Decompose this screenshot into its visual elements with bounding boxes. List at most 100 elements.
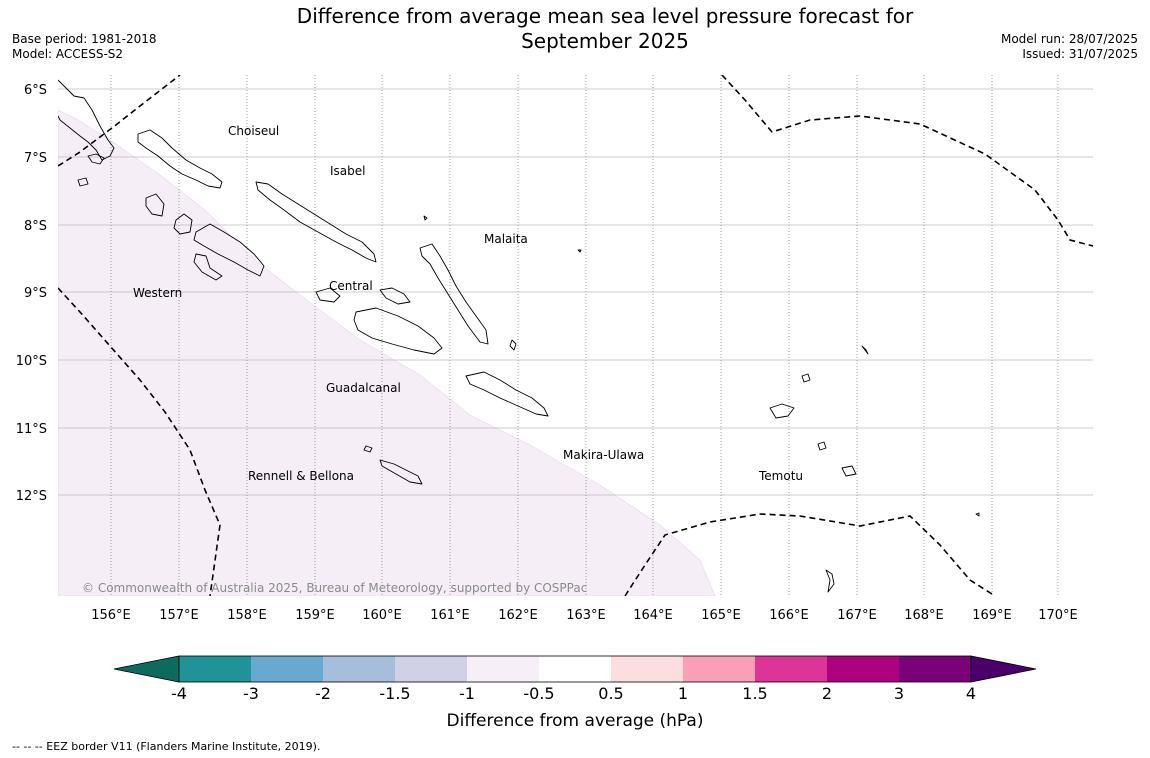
lon-label-167: 167°E: [837, 608, 877, 623]
issued-date: Issued: 31/07/2025: [1022, 47, 1138, 61]
colorbar-segment: [539, 656, 611, 682]
new-georgia-island: [193, 223, 265, 277]
label-western: Western: [133, 286, 182, 300]
title-line-1: Difference from average mean sea level p…: [296, 4, 914, 28]
anomaly-region: [58, 109, 716, 596]
model-name: Model: ACCESS-S2: [12, 47, 124, 61]
anuta-island: [825, 569, 835, 593]
kolombangara-island: [173, 213, 193, 235]
malaita-island: [419, 243, 489, 345]
vella-lavella-island: [145, 193, 165, 217]
lat-label-12: 12°S: [16, 489, 47, 504]
lon-label-169: 169°E: [972, 608, 1012, 623]
label-isabel: Isabel: [330, 164, 365, 178]
lat-gridlines: [58, 88, 1093, 496]
florida-islands: [315, 287, 341, 303]
colorbar-segment: [755, 656, 827, 682]
reef-islands: [801, 373, 811, 383]
russell-islands: [379, 287, 411, 305]
colorbar-tick-label: -1: [459, 684, 475, 703]
lon-label-160: 160°E: [362, 608, 402, 623]
lat-labels: 6°S 7°S 8°S 9°S 10°S 11°S 12°S: [16, 83, 47, 504]
map-area: [58, 75, 1093, 596]
label-guadalcanal: Guadalcanal: [326, 381, 401, 395]
vanikoro-island: [841, 465, 857, 477]
colorbar-tick-label: 3: [894, 684, 904, 703]
buka-island: [87, 153, 105, 165]
colorbar-segment: [179, 656, 251, 682]
label-rennell-bellona: Rennell & Bellona: [248, 469, 354, 483]
colorbar-ticks: -4 -3 -2 -1.5 -1 -0.5 0.5 1 1.5 2 3 4: [171, 684, 976, 703]
colorbar-segment: [467, 656, 539, 682]
island-outlines: [58, 79, 980, 593]
chart-title: Difference from average mean sea level p…: [250, 4, 960, 54]
meta-right: Model run: 28/07/2025 Issued: 31/07/2025: [1001, 32, 1138, 62]
label-choiseul: Choiseul: [228, 124, 279, 138]
province-labels: Choiseul Isabel Malaita Western Central …: [133, 124, 803, 483]
colorbar-tick-label: 1: [678, 684, 688, 703]
rennell-island: [379, 459, 423, 485]
colorbar-frame: [178, 655, 972, 683]
colorbar-segment: [611, 656, 683, 682]
bougainville-island: [58, 79, 115, 161]
colorbar-segment: [251, 656, 323, 682]
lat-label-11: 11°S: [16, 422, 47, 437]
colorbar: [113, 655, 1037, 683]
tikopia-island: [817, 441, 827, 451]
model-run: Model run: 28/07/2025: [1000, 32, 1138, 46]
lat-label-10: 10°S: [16, 354, 47, 369]
colorbar-tick-label: 2: [822, 684, 832, 703]
colorbar-tick-label: 1.5: [742, 684, 767, 703]
label-central: Central: [329, 279, 373, 293]
colorbar-tick-label: -0.5: [523, 684, 554, 703]
small-islet-malaita: [577, 249, 582, 253]
isabel-island: [255, 181, 377, 263]
lat-label-7: 7°S: [24, 151, 47, 166]
colorbar-tick-label: -3: [243, 684, 259, 703]
label-makira-ulawa: Makira-Ulawa: [563, 448, 644, 462]
rendova-island: [193, 253, 223, 281]
colorbar-segment: [395, 656, 467, 682]
colorbar-segment: [899, 656, 971, 682]
lat-label-9: 9°S: [24, 286, 47, 301]
colorbar-label: Difference from average (hPa): [447, 711, 704, 731]
colorbar-arrow-right: [970, 655, 1037, 683]
title-line-2: September 2025: [521, 29, 689, 53]
bellona-island: [363, 445, 373, 453]
santa-cruz-island: [769, 403, 795, 419]
lon-label-158: 158°E: [227, 608, 267, 623]
lon-label-165: 165°E: [701, 608, 741, 623]
colorbar-segment: [323, 656, 395, 682]
small-islet-isabel: [423, 215, 428, 221]
lon-labels: 156°E 157°E 158°E 159°E 160°E 161°E 162°…: [91, 608, 1078, 623]
colorbar-segment: [827, 656, 899, 682]
shortland-island: [77, 177, 89, 187]
lon-label-168: 168°E: [904, 608, 944, 623]
base-period: Base period: 1981-2018: [12, 32, 157, 46]
eez-border-south-east: [624, 513, 996, 596]
lon-label-164: 164°E: [633, 608, 673, 623]
eez-border-south-west: [58, 287, 221, 596]
eez-border-north-east: [721, 75, 1093, 247]
small-islet-east: [975, 512, 980, 517]
lat-label-8: 8°S: [24, 219, 47, 234]
label-temotu: Temotu: [758, 469, 803, 483]
eez-borders: [58, 75, 1093, 596]
lon-label-166: 166°E: [769, 608, 809, 623]
colorbar-tick-label: 4: [966, 684, 976, 703]
colorbar-arrow-left: [113, 655, 180, 683]
choiseul-island: [137, 129, 223, 189]
colorbar-segment: [683, 656, 755, 682]
colorbar-tick-label: -4: [171, 684, 187, 703]
eez-source-note: -- -- -- EEZ border V11 (Flanders Marine…: [12, 740, 321, 753]
lon-label-157: 157°E: [159, 608, 199, 623]
lon-label-170: 170°E: [1038, 608, 1078, 623]
copyright-notice: © Commonwealth of Australia 2025, Bureau…: [82, 581, 587, 595]
lon-label-162: 162°E: [498, 608, 538, 623]
lat-label-6: 6°S: [24, 83, 47, 98]
lon-label-156: 156°E: [91, 608, 131, 623]
meta-left: Base period: 1981-2018 Model: ACCESS-S2: [12, 32, 157, 62]
lon-label-159: 159°E: [295, 608, 335, 623]
makira-island: [465, 371, 549, 417]
